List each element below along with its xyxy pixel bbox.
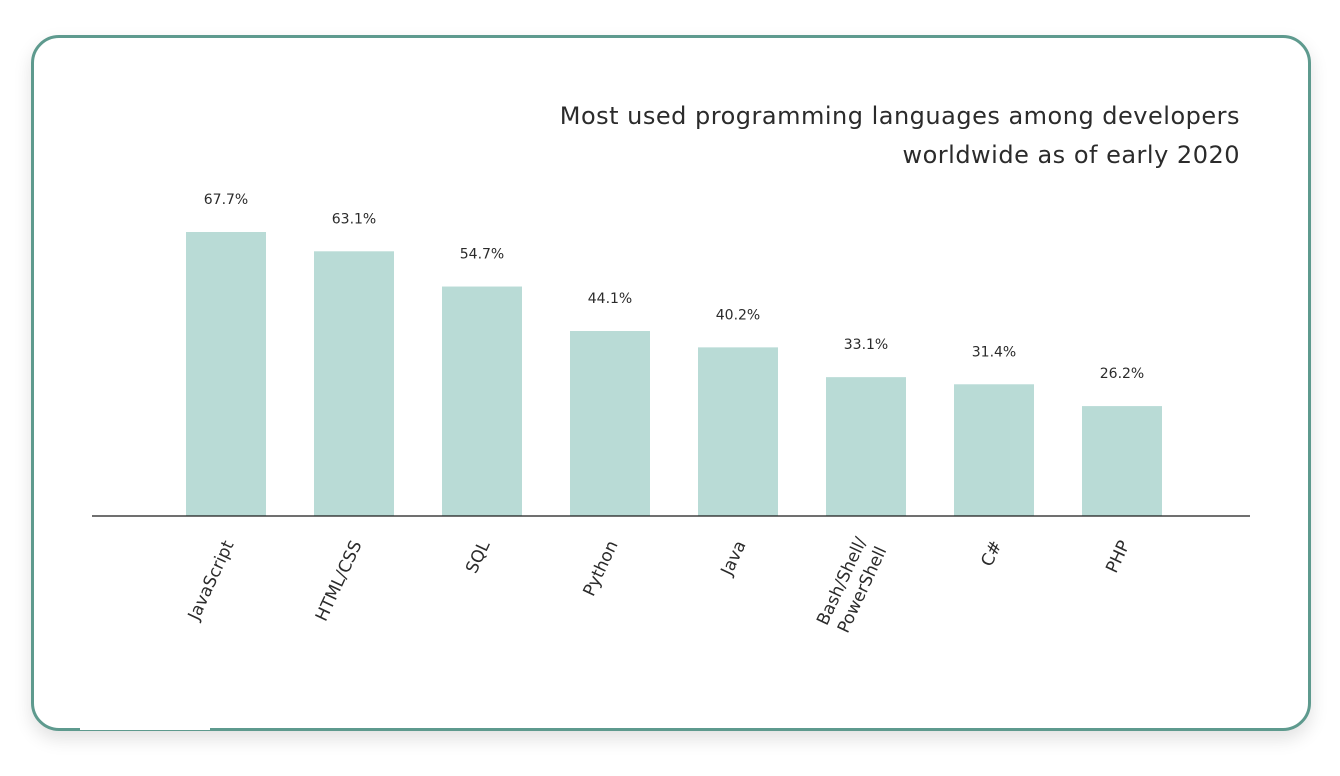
category-label-5: Bash/Shell/PowerShell — [813, 534, 891, 636]
value-label-7: 26.2% — [1100, 366, 1144, 382]
bar-5 — [826, 377, 906, 516]
value-label-4: 40.2% — [716, 307, 760, 323]
bar-0 — [186, 232, 266, 516]
category-label-0: JavaScript — [184, 537, 239, 624]
category-label-2: SQL — [462, 537, 495, 576]
chart-title-line-2: worldwide as of early 2020 — [902, 141, 1240, 169]
bar-1 — [314, 251, 394, 516]
bar-7 — [1082, 406, 1162, 516]
category-label-7: PHP — [1102, 538, 1134, 577]
bars-group — [186, 232, 1162, 516]
bar-3 — [570, 331, 650, 516]
category-label-2-line-0: SQL — [462, 537, 495, 576]
category-label-3-line-0: Python — [579, 538, 622, 600]
category-label-6-line-0: C# — [977, 538, 1006, 570]
category-label-0-line-0: JavaScript — [184, 537, 239, 624]
category-label-4-line-0: Java — [717, 538, 751, 580]
category-label-4: Java — [717, 538, 751, 580]
value-labels-group: 67.7% 63.1% 54.7% 44.1% 40.2% 33.1% 31.4% 26.2% — [204, 192, 1144, 382]
bar-6 — [954, 384, 1034, 516]
value-label-0: 67.7% — [204, 192, 248, 208]
value-label-1: 63.1% — [332, 211, 376, 227]
card-border-gap — [80, 724, 210, 730]
value-label-6: 31.4% — [972, 344, 1016, 360]
category-label-1: HTML/CSS — [312, 538, 367, 625]
bar-4 — [698, 347, 778, 516]
value-label-2: 54.7% — [460, 247, 504, 263]
category-label-6: C# — [977, 538, 1006, 570]
chart-title: Most used programming languages among de… — [560, 102, 1240, 169]
bar-2 — [442, 286, 522, 516]
category-label-3: Python — [579, 538, 622, 600]
value-label-3: 44.1% — [588, 291, 632, 307]
category-label-1-line-0: HTML/CSS — [312, 538, 367, 625]
value-label-5: 33.1% — [844, 337, 888, 353]
category-label-7-line-0: PHP — [1102, 538, 1134, 577]
chart-title-line-1: Most used programming languages among de… — [560, 102, 1240, 130]
category-labels-group: JavaScript HTML/CSS SQL Python Java Bash/Shel… — [184, 534, 1135, 636]
